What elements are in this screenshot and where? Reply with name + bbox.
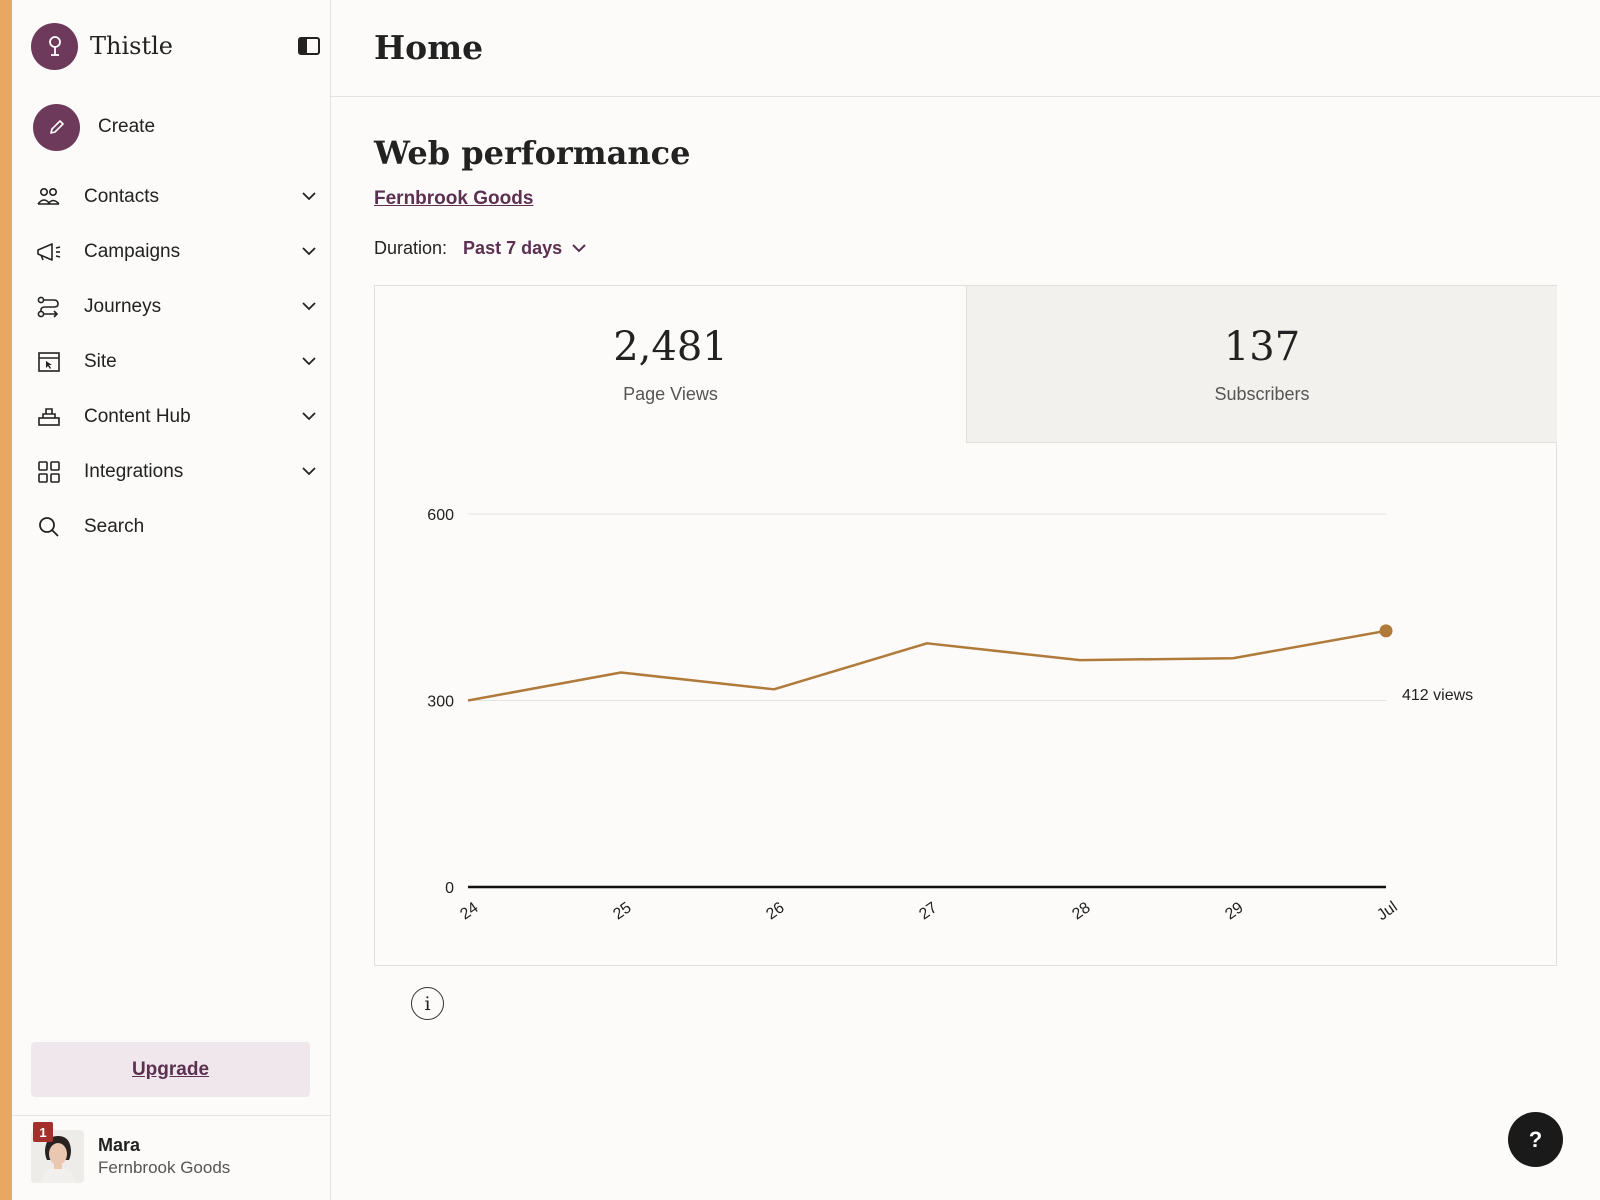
x-tick-label: 26	[763, 899, 787, 923]
sidebar-item-search[interactable]: Search	[36, 499, 326, 554]
grid-icon	[36, 459, 62, 485]
create-label: Create	[98, 116, 156, 137]
stat-label: Subscribers	[1214, 383, 1310, 404]
main-content: Home Web performance Fernbrook Goods Dur…	[331, 0, 1600, 1200]
accent-strip	[0, 0, 12, 1200]
pencil-icon	[33, 103, 80, 151]
sidebar-item-journeys[interactable]: Journeys	[36, 279, 326, 334]
chevron-down-icon[interactable]	[300, 353, 318, 371]
brand[interactable]: Thistle	[31, 22, 321, 70]
notification-badge: 1	[33, 1122, 53, 1142]
stat-tab-page-views[interactable]: 2,481 Page Views	[375, 286, 966, 443]
top-bar: Home	[331, 0, 1600, 97]
x-tick-label: 27	[916, 899, 940, 923]
sidebar-item-label: Integrations	[84, 460, 184, 482]
x-tick-label: 28	[1069, 899, 1093, 923]
sidebar-item-integrations[interactable]: Integrations	[36, 444, 326, 499]
sidebar-item-content-hub[interactable]: Content Hub	[36, 389, 326, 444]
sidebar-item-campaigns[interactable]: Campaigns	[36, 224, 326, 279]
duration-filter: Duration: Past 7 days	[374, 238, 586, 259]
sidebar-item-label: Journeys	[84, 295, 162, 317]
sidebar-item-site[interactable]: Site	[36, 334, 326, 389]
chevron-down-icon[interactable]	[300, 463, 318, 481]
section-title: Web performance	[374, 134, 691, 172]
chevron-down-icon	[572, 244, 586, 253]
duration-dropdown[interactable]: Past 7 days	[463, 238, 586, 259]
x-tick-label: Jul	[1374, 898, 1401, 924]
sidebar-item-label: Search	[84, 515, 145, 537]
stat-value: 137	[1223, 323, 1301, 370]
duration-value: Past 7 days	[463, 238, 563, 258]
user-account[interactable]: Mara Fernbrook Goods	[31, 1128, 321, 1184]
stat-label: Page Views	[623, 384, 718, 404]
thistle-logo-icon	[31, 22, 78, 70]
x-tick-label: 29	[1222, 899, 1246, 923]
megaphone-icon	[36, 239, 62, 265]
duration-label: Duration:	[374, 238, 448, 258]
user-org: Fernbrook Goods	[98, 1157, 231, 1177]
sidebar-item-contacts[interactable]: Contacts	[36, 169, 326, 224]
performance-card: 2,481 Page Views 137 Subscribers 0 300 600…	[374, 285, 1557, 966]
create-button[interactable]: Create	[33, 103, 313, 151]
content-hub-icon	[36, 404, 62, 430]
search-icon	[36, 514, 62, 540]
y-tick-label: 600	[427, 507, 454, 524]
upgrade-button[interactable]: Upgrade	[31, 1042, 310, 1097]
chevron-down-icon[interactable]	[300, 243, 318, 261]
y-tick-label: 0	[445, 880, 454, 897]
stat-tab-subscribers[interactable]: 137 Subscribers	[966, 286, 1557, 443]
page-title: Home	[374, 28, 484, 67]
x-tick-label: 24	[457, 899, 481, 923]
sidebar-item-label: Content Hub	[84, 405, 191, 427]
help-button[interactable]: ?	[1508, 1112, 1563, 1167]
page-views-chart: 0 300 600 24 25 26 27 28 29 Jul 412 views	[427, 507, 1473, 924]
sidebar: Thistle Create	[12, 0, 331, 1200]
journey-icon	[36, 294, 62, 320]
contacts-icon	[36, 184, 62, 210]
chevron-down-icon[interactable]	[300, 188, 318, 206]
site-icon	[36, 349, 62, 375]
app-name: Thistle	[90, 32, 173, 60]
chevron-down-icon[interactable]	[300, 408, 318, 426]
series-line	[467, 629, 1387, 702]
divider	[12, 1115, 331, 1116]
sidebar-nav: Contacts Campaigns	[36, 169, 326, 554]
site-link[interactable]: Fernbrook Goods	[374, 188, 534, 209]
info-icon[interactable]: i	[411, 987, 444, 1020]
sidebar-item-label: Site	[84, 350, 117, 372]
data-point	[1379, 624, 1393, 638]
sidebar-toggle-icon[interactable]	[297, 34, 321, 58]
upgrade-label: Upgrade	[131, 1058, 210, 1080]
chevron-down-icon[interactable]	[300, 298, 318, 316]
user-name: Mara	[98, 1134, 141, 1155]
y-tick-label: 300	[427, 694, 454, 711]
x-tick-label: 25	[610, 899, 634, 923]
sidebar-item-label: Campaigns	[84, 240, 181, 262]
data-label: 412 views	[1402, 687, 1473, 704]
stat-value: 2,481	[613, 324, 728, 370]
sidebar-item-label: Contacts	[84, 185, 159, 207]
